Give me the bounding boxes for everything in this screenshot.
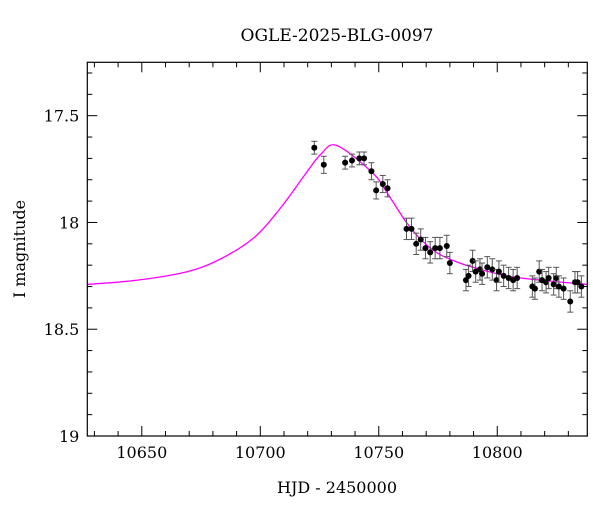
axis-ticks: 10650 10700 10750 10800 17.5 18 18.5 19 xyxy=(44,62,588,462)
data-point xyxy=(403,217,410,241)
data-point xyxy=(368,162,375,181)
x-tick-label: 10700 xyxy=(235,443,286,462)
point-marker xyxy=(553,274,560,281)
data-point xyxy=(514,266,521,290)
point-marker xyxy=(555,283,562,290)
data-point xyxy=(489,258,496,281)
point-marker xyxy=(560,285,567,292)
data-point xyxy=(560,277,567,300)
point-marker xyxy=(348,157,355,164)
data-point xyxy=(531,277,538,300)
chart-title: OGLE-2025-BLG-0097 xyxy=(241,26,434,46)
point-marker xyxy=(432,245,439,252)
point-marker xyxy=(443,242,450,249)
point-marker xyxy=(567,298,574,305)
y-tick-label: 18 xyxy=(59,213,79,232)
data-point xyxy=(567,290,574,313)
data-point xyxy=(578,275,585,298)
point-marker xyxy=(545,274,552,281)
x-axis-label: HJD - 2450000 xyxy=(277,478,397,497)
point-marker xyxy=(356,155,363,162)
point-marker xyxy=(531,285,538,292)
data-point xyxy=(422,236,429,260)
x-tick-label: 10800 xyxy=(472,443,523,462)
data-points-group xyxy=(311,140,585,313)
point-marker xyxy=(361,155,368,162)
point-marker xyxy=(500,272,507,279)
data-point xyxy=(505,266,512,290)
y-tick-label: 18.5 xyxy=(44,320,80,339)
point-marker xyxy=(574,279,581,286)
model-curve xyxy=(87,144,588,286)
data-point xyxy=(555,275,562,298)
point-marker xyxy=(379,181,386,188)
data-point xyxy=(472,260,479,283)
data-point xyxy=(348,153,355,168)
data-point xyxy=(543,271,550,294)
model-curve-group xyxy=(87,144,588,286)
data-point xyxy=(465,264,472,288)
point-marker xyxy=(446,260,453,267)
data-point xyxy=(529,275,536,298)
data-point xyxy=(417,228,424,251)
data-point xyxy=(443,234,450,258)
point-marker xyxy=(536,268,543,275)
point-marker xyxy=(403,225,410,232)
point-marker xyxy=(550,281,557,288)
data-point xyxy=(479,262,486,285)
data-point xyxy=(436,236,443,260)
data-point xyxy=(384,179,391,198)
point-marker xyxy=(384,185,391,192)
data-point xyxy=(462,268,469,292)
data-point xyxy=(495,260,502,283)
data-point xyxy=(320,155,327,174)
point-marker xyxy=(489,266,496,273)
x-tick-label: 10750 xyxy=(353,443,404,462)
point-marker xyxy=(311,144,318,151)
point-marker xyxy=(373,187,380,194)
point-marker xyxy=(427,249,434,256)
y-axis-label: I magnitude xyxy=(10,200,29,298)
point-marker xyxy=(465,272,472,279)
point-marker xyxy=(484,264,491,271)
x-tick-label: 10650 xyxy=(116,443,167,462)
data-point xyxy=(373,181,380,200)
point-marker xyxy=(514,274,521,281)
data-point xyxy=(427,241,434,264)
data-point xyxy=(342,155,349,170)
data-point xyxy=(545,266,552,290)
point-marker xyxy=(495,268,502,275)
y-tick-label: 17.5 xyxy=(44,107,80,126)
point-marker xyxy=(422,245,429,252)
point-marker xyxy=(493,277,500,284)
data-point xyxy=(500,264,507,288)
data-point xyxy=(484,256,491,279)
point-marker xyxy=(368,168,375,175)
point-marker xyxy=(413,240,420,247)
data-point xyxy=(361,151,368,166)
data-point xyxy=(408,217,415,241)
point-marker xyxy=(505,274,512,281)
plot-frame xyxy=(86,61,588,437)
point-marker xyxy=(436,245,443,252)
point-marker xyxy=(469,257,476,264)
data-point xyxy=(574,271,581,294)
data-point xyxy=(311,140,318,155)
point-marker xyxy=(342,159,349,166)
point-marker xyxy=(417,236,424,243)
y-tick-label: 19 xyxy=(59,427,79,446)
point-marker xyxy=(479,270,486,277)
point-marker xyxy=(408,225,415,232)
data-point xyxy=(413,232,420,255)
data-point xyxy=(379,174,386,194)
point-marker xyxy=(320,161,327,168)
data-point xyxy=(446,251,453,275)
point-marker xyxy=(578,283,585,290)
